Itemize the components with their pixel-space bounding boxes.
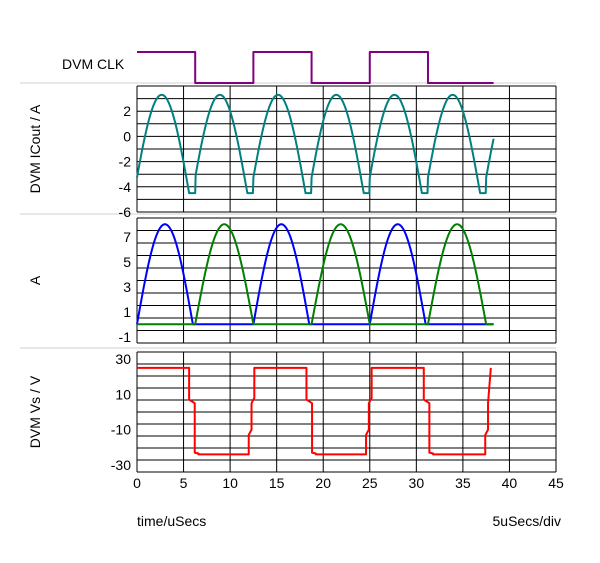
series-line [136, 93, 495, 195]
x-axis-label: time/uSecs [137, 513, 206, 529]
y-tick-label: 7 [123, 229, 131, 245]
y-tick-label: 3 [123, 279, 131, 295]
panel-a: 7 5 3 1 -1 A [20, 217, 557, 349]
x-tick-label: 35 [455, 475, 471, 491]
x-tick-label: 20 [315, 475, 331, 491]
series-line [137, 366, 492, 456]
y-tick-label: 10 [115, 386, 131, 402]
y-tick-label: -30 [111, 457, 131, 473]
trace-label: DVM CLK [62, 56, 125, 72]
x-tick-label: 15 [269, 475, 285, 491]
series-line [137, 51, 494, 84]
x-tick-label: 30 [409, 475, 425, 491]
y-tick-label: -6 [119, 204, 132, 220]
series-line [136, 223, 495, 326]
y-axis-label: DVM ICout / A [27, 104, 43, 193]
panel-clk: DVM CLK [20, 51, 556, 84]
y-tick-label: 5 [123, 254, 131, 270]
y-tick-label: -1 [119, 329, 132, 345]
x-scale-label: 5uSecs/div [493, 513, 561, 529]
y-axis-label: A [27, 275, 43, 285]
y-tick-label: -2 [119, 154, 132, 170]
x-tick-label: 5 [180, 475, 188, 491]
x-tick-label: 10 [222, 475, 238, 491]
y-tick-label: 30 [115, 351, 131, 367]
y-tick-label: 2 [123, 103, 131, 119]
y-tick-label: 0 [123, 128, 131, 144]
panel-vs: 30 10 -10 -30 DVM Vs / V 0 5 10 15 20 25 30 35 40 45 [27, 351, 564, 491]
y-tick-label: 1 [123, 304, 131, 320]
y-tick-label: -4 [119, 179, 132, 195]
y-axis-label: DVM Vs / V [27, 375, 43, 448]
x-tick-label: 25 [362, 475, 378, 491]
series-line [136, 223, 495, 326]
x-tick-label: 0 [133, 475, 141, 491]
x-tick-label: 40 [502, 475, 518, 491]
panel-icout: 2 0 -2 -4 -6 DVM ICout / A [20, 85, 557, 220]
x-tick-label: 45 [548, 475, 564, 491]
y-tick-label: -10 [111, 422, 131, 438]
